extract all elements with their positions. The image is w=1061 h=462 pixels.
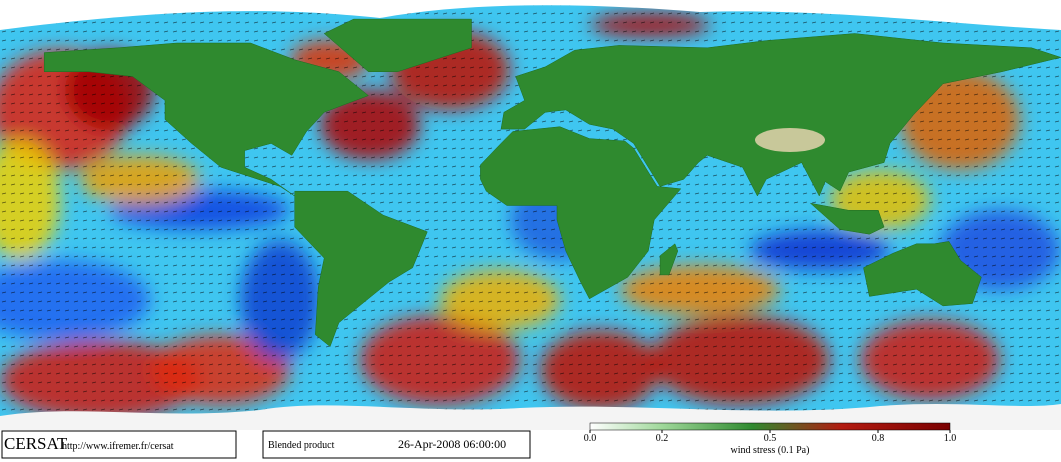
date: 26-Apr-2008 06:00:00 [398,437,506,451]
logo: CERSAT [4,434,68,453]
colorbar [589,422,951,431]
australia [863,241,982,307]
colorbar-tick-label: 0.2 [656,433,669,444]
credit-box [1,430,237,459]
colorbar-tick-label: 0.8 [872,433,885,444]
south-america [294,190,428,348]
url: http://www.ifremer.fr/cersat [62,441,174,452]
tibet-plateau [755,128,825,152]
product: Blended product [268,440,335,451]
land [43,18,1061,348]
indonesia [809,202,885,235]
colorbar-tick-label: 0.5 [764,433,777,444]
product-box [262,430,531,459]
arctic-ice [0,0,1061,30]
colorbar-label: wind stress (0.1 Pa) [731,445,810,456]
north-america [43,42,369,197]
africa [480,126,682,300]
madagascar [659,243,679,276]
map-area [0,0,1061,430]
eurasia [500,33,1061,197]
colorbar-tick-label: 1.0 [944,433,957,444]
colorbar-tick-label: 0.0 [584,433,597,444]
greenland [323,18,472,72]
